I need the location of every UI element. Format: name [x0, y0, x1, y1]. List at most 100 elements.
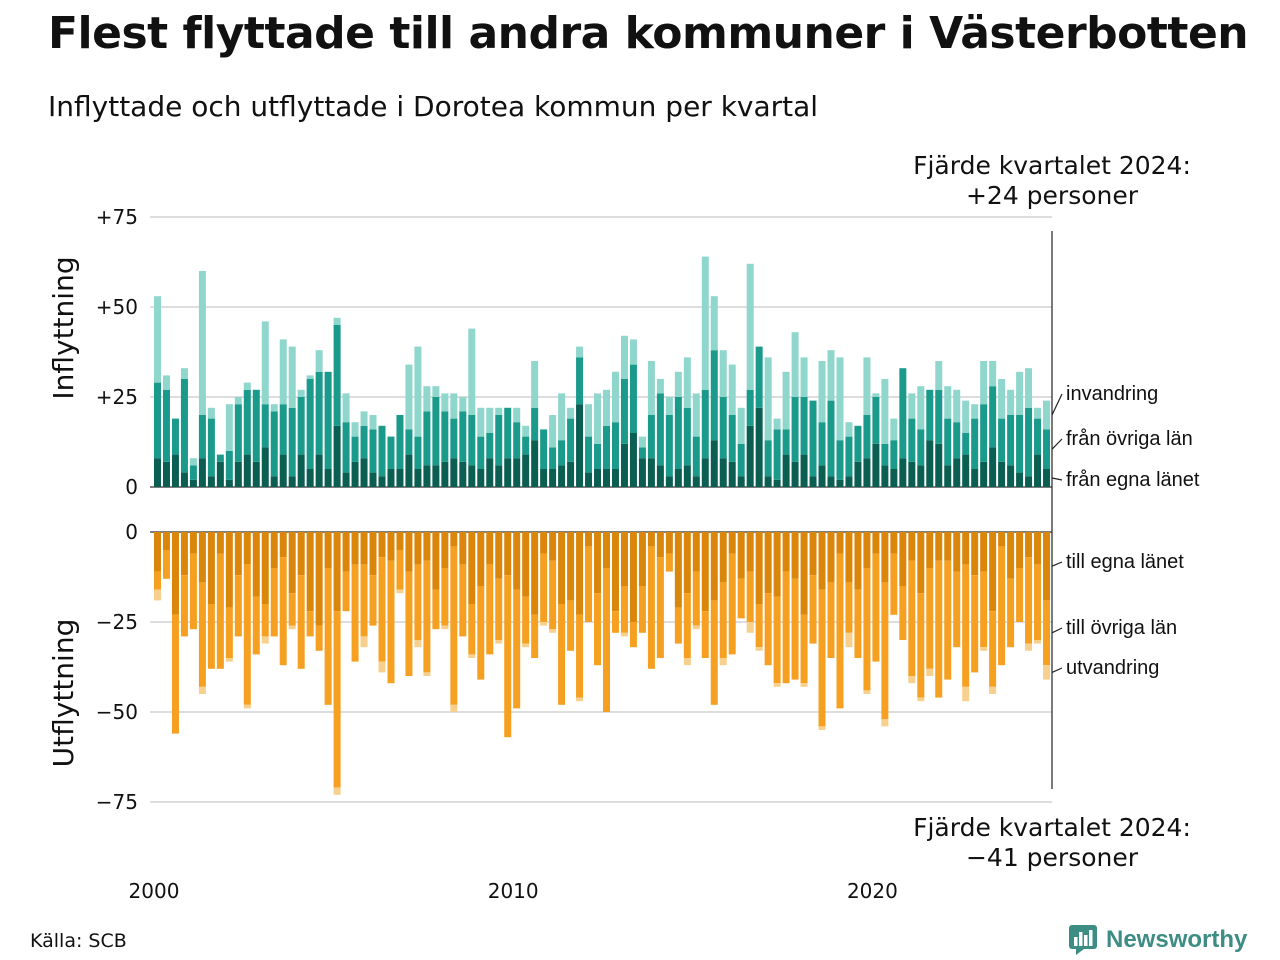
outflow-other-counties-bar — [656, 557, 664, 658]
outflow-other-counties-bar — [800, 614, 808, 684]
inflow-own-county-bar — [522, 454, 530, 487]
outflow-other-counties-bar — [863, 568, 871, 691]
inflow-other-counties-bar — [1016, 415, 1024, 473]
outflow-other-counties-bar — [1025, 557, 1033, 644]
inflow-own-county-bar — [1016, 472, 1024, 487]
inflow-own-county-bar — [728, 461, 736, 487]
inflow-own-county-bar — [360, 458, 368, 487]
outflow-other-counties-bar — [971, 575, 979, 673]
outflow-other-counties-bar — [872, 553, 880, 662]
outflow-own-county-bar — [207, 532, 215, 604]
inflow-own-county-bar — [387, 469, 395, 487]
bottom-callout-line2: −41 personer — [966, 843, 1139, 872]
inflow-other-counties-bar — [899, 368, 907, 459]
x-tick-labels: 2000 2010 2020 — [129, 879, 898, 903]
outflow-emigration-bar — [620, 632, 628, 637]
inflow-other-counties-bar — [315, 371, 323, 455]
inflow-immigration-bar — [531, 361, 539, 408]
outflow-other-counties-bar — [576, 614, 584, 698]
outflow-own-county-bar — [980, 532, 988, 572]
inflow-immigration-bar — [225, 404, 233, 451]
inflow-other-counties-bar — [782, 429, 790, 455]
inflow-other-counties-bar — [171, 418, 179, 455]
outflow-own-county-bar — [944, 532, 952, 561]
inflow-immigration-bar — [279, 339, 287, 405]
outflow-own-county-bar — [279, 532, 287, 558]
outflow-other-counties-bar — [531, 614, 539, 658]
inflow-other-counties-bar — [971, 418, 979, 469]
inflow-immigration-bar — [800, 357, 808, 397]
inflow-other-counties-bar — [710, 350, 718, 441]
outflow-own-county-bar — [522, 532, 530, 597]
inflow-other-counties-bar — [800, 397, 808, 455]
outflow-emigration-bar — [908, 676, 916, 684]
outflow-other-counties-bar — [180, 575, 188, 637]
outflow-own-county-bar — [306, 532, 314, 612]
outflow-other-counties-bar — [333, 611, 341, 788]
outflow-other-counties-bar — [854, 589, 862, 658]
outflow-emigration-bar — [980, 647, 988, 651]
inflow-other-counties-bar — [252, 389, 260, 462]
outflow-own-county-bar — [513, 532, 521, 590]
outflow-own-county-bar — [261, 532, 269, 604]
inflow-other-counties-bar — [549, 447, 557, 469]
chart-subtitle: Inflyttade och utflyttade i Dorotea komm… — [48, 90, 819, 123]
outflow-other-counties-bar — [405, 571, 413, 676]
inflow-immigration-bar — [450, 393, 458, 419]
inflow-immigration-bar — [719, 350, 727, 397]
inflow-own-county-bar — [315, 454, 323, 487]
outflow-other-counties-bar — [908, 560, 916, 676]
inflow-immigration-bar — [710, 296, 718, 351]
outflow-other-counties-bar — [926, 568, 934, 669]
top-callout-line2: +24 personer — [966, 181, 1139, 210]
inflow-immigration-bar — [414, 346, 422, 437]
outflow-other-counties-bar — [1043, 600, 1051, 666]
inflow-legend-leader — [1051, 477, 1063, 481]
outflow-own-county-bar — [441, 532, 449, 568]
inflow-own-county-bar — [665, 476, 673, 487]
outflow-own-county-bar — [486, 532, 494, 565]
inflow-immigration-bar — [737, 407, 745, 444]
inflow-other-counties-bar — [629, 364, 637, 433]
inflow-own-county-bar — [719, 458, 727, 487]
inflow-own-county-bar — [827, 476, 835, 487]
inflow-other-counties-bar — [297, 397, 305, 455]
outflow-emigration-bar — [522, 643, 530, 648]
inflow-own-county-bar — [881, 465, 889, 487]
inflow-own-county-bar — [154, 458, 161, 487]
inflow-own-county-bar — [1025, 476, 1033, 487]
outflow-other-counties-bar — [171, 614, 179, 734]
inflow-own-county-bar — [692, 476, 700, 487]
outflow-other-counties-bar — [351, 564, 359, 662]
inflow-immigration-bar — [908, 393, 916, 419]
outflow-other-counties-bar — [980, 571, 988, 648]
inflow-other-counties-bar — [1007, 415, 1015, 466]
inflow-own-county-bar — [629, 433, 637, 487]
inflow-own-county-bar — [989, 447, 997, 487]
inflow-immigration-bar — [405, 364, 413, 430]
outflow-other-counties-bar — [746, 571, 754, 622]
inflow-immigration-bar — [423, 386, 431, 412]
outflow-own-county-bar — [692, 532, 700, 572]
inflow-own-county-bar — [441, 461, 449, 487]
outflow-other-counties-bar — [719, 582, 727, 658]
inflow-other-counties-bar — [944, 418, 952, 466]
outflow-other-counties-bar — [1007, 578, 1015, 648]
inflow-own-county-bar — [477, 469, 485, 487]
top-callout-line1: Fjärde kvartalet 2024: — [913, 151, 1191, 180]
inflow-own-county-bar — [809, 476, 817, 487]
outflow-own-county-bar — [432, 532, 440, 590]
outflow-other-counties-bar — [782, 571, 790, 684]
outflow-own-county-bar — [638, 532, 646, 586]
outflow-own-county-bar — [674, 532, 682, 608]
outflow-own-county-bar — [890, 532, 898, 554]
outflow-own-county-bar — [701, 532, 709, 612]
inflow-y-tick-label: +50 — [96, 295, 138, 319]
outflow-other-counties-bar — [270, 568, 278, 637]
inflow-own-county-bar — [971, 469, 979, 487]
inflow-immigration-bar — [486, 407, 494, 433]
inflow-own-county-bar — [171, 454, 179, 487]
outflow-own-county-bar — [926, 532, 934, 568]
outflow-other-counties-bar — [1016, 568, 1024, 622]
outflow-own-county-bar — [818, 532, 826, 590]
